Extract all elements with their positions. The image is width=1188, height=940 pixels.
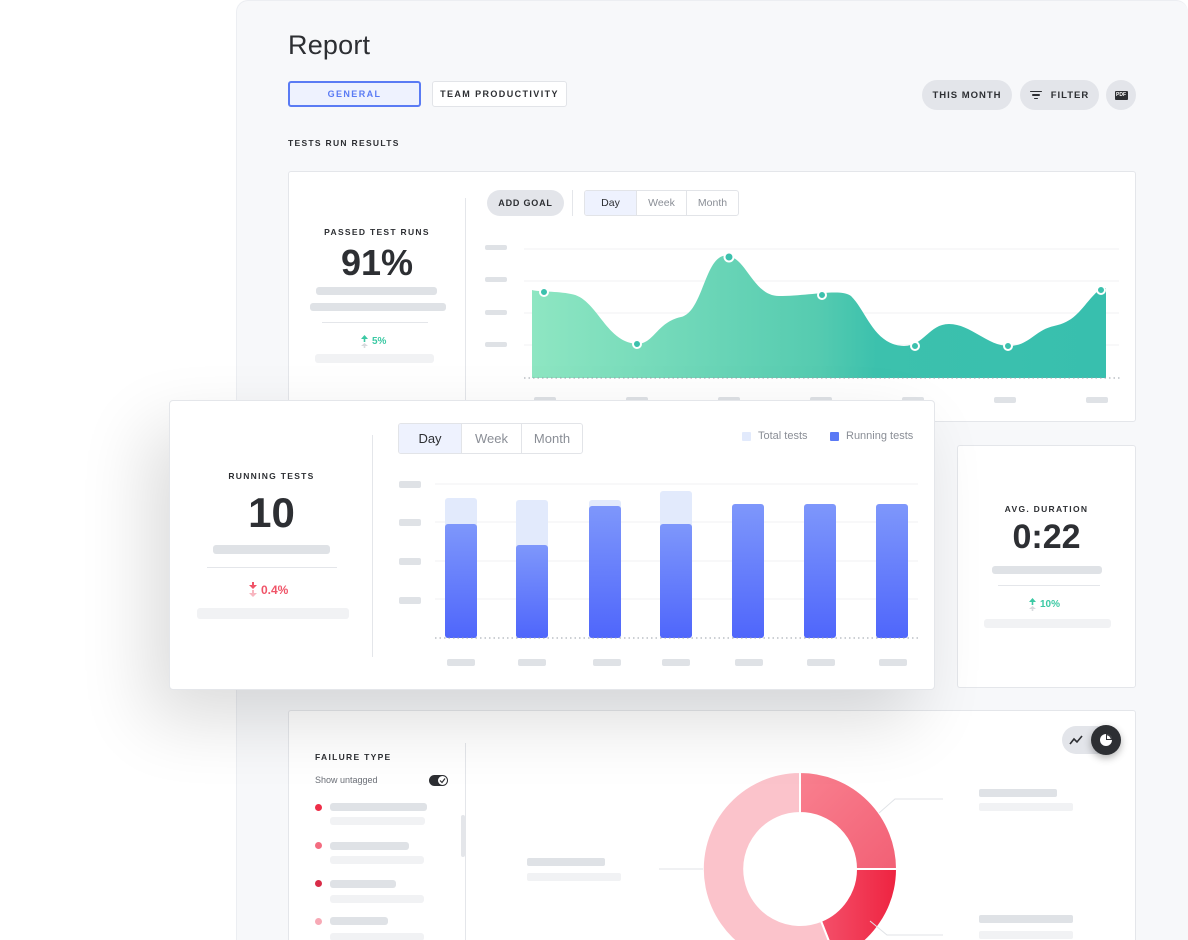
legend-swatch xyxy=(742,431,751,441)
placeholder-bar xyxy=(330,895,424,903)
running-delta: 0.4% xyxy=(249,582,288,597)
placeholder-bar xyxy=(316,287,437,295)
page-title: Report xyxy=(288,30,371,60)
avg-duration-card: AVG. DURATION 0:22 10% xyxy=(957,445,1136,688)
range-tab-week[interactable]: Week xyxy=(461,424,521,453)
placeholder-bar xyxy=(330,917,388,925)
failure-title: FAILURE TYPE xyxy=(315,752,392,762)
tab-general[interactable]: GENERAL xyxy=(288,81,421,107)
range-tab-day[interactable]: Day xyxy=(585,191,636,215)
avg-title: AVG. DURATION xyxy=(1004,504,1089,514)
range-tab-week[interactable]: Week xyxy=(636,191,686,215)
this-month-button[interactable]: THIS MONTH xyxy=(922,80,1012,110)
placeholder-bar xyxy=(197,608,349,619)
legend-label: Running tests xyxy=(846,430,914,442)
legend-label: Total tests xyxy=(758,430,808,442)
pdf-export-button[interactable]: PDF xyxy=(1106,80,1136,110)
placeholder-bar xyxy=(330,933,424,940)
legend-dot xyxy=(315,918,322,925)
divider xyxy=(207,567,337,568)
pie-chart-view-button[interactable] xyxy=(1091,725,1121,755)
placeholder-bar xyxy=(315,354,434,363)
line-chart-view-button[interactable] xyxy=(1068,732,1084,748)
legend-dot xyxy=(315,880,322,887)
running-bar-chart xyxy=(399,481,918,666)
passed-delta: 5% xyxy=(361,335,386,348)
line-chart-icon xyxy=(1069,735,1083,745)
filter-label: FILTER xyxy=(1050,89,1090,101)
placeholder-bar xyxy=(330,817,425,825)
arrow-up-icon xyxy=(1029,598,1036,611)
placeholder-bar xyxy=(330,803,427,811)
legend-dot xyxy=(315,842,322,849)
placeholder-bar xyxy=(984,619,1111,628)
range-tab-day[interactable]: Day xyxy=(399,424,461,453)
add-goal-button[interactable]: ADD GOAL xyxy=(487,190,564,216)
show-untagged-toggle[interactable] xyxy=(429,775,448,786)
running-value: 10 xyxy=(248,489,295,536)
divider xyxy=(465,743,466,940)
pie-chart-icon xyxy=(1100,734,1112,746)
failure-donut-chart xyxy=(527,770,1073,940)
range-tab-month[interactable]: Month xyxy=(686,191,738,215)
placeholder-bar xyxy=(310,303,446,311)
chart-view-toggle xyxy=(1062,725,1121,755)
tab-team-productivity[interactable]: TEAM PRODUCTIVITY xyxy=(432,81,567,107)
arrow-up-icon xyxy=(361,335,368,348)
placeholder-bar xyxy=(992,566,1102,574)
legend-swatch xyxy=(830,431,839,441)
passed-value: 91% xyxy=(340,242,414,283)
divider xyxy=(322,322,428,323)
placeholder-bar xyxy=(213,545,330,554)
divider xyxy=(372,435,373,657)
passed-area-chart xyxy=(485,245,1121,403)
placeholder-bar xyxy=(330,842,409,850)
avg-value: 0:22 xyxy=(1012,518,1081,556)
this-month-label: THIS MONTH xyxy=(932,89,1002,101)
divider xyxy=(998,585,1100,586)
avg-delta: 10% xyxy=(1029,598,1060,611)
section-title: TESTS RUN RESULTS xyxy=(288,138,400,148)
running-delta-value: 0.4% xyxy=(261,582,289,597)
filter-icon xyxy=(1029,90,1042,100)
filter-button[interactable]: FILTER xyxy=(1020,80,1099,110)
check-icon xyxy=(439,778,446,784)
failure-type-card: FAILURE TYPE Show untagged xyxy=(288,710,1136,940)
legend-dot xyxy=(315,804,322,811)
divider xyxy=(572,190,573,216)
passed-test-runs-card: PASSED TEST RUNS 91% 5% ADD GOAL Day Wee… xyxy=(288,171,1136,423)
passed-range-tabs: Day Week Month xyxy=(584,190,739,216)
running-title: RUNNING TESTS xyxy=(228,471,315,481)
legend-scrollbar[interactable] xyxy=(461,815,465,857)
legend-total-tests: Total tests xyxy=(742,430,808,442)
passed-title: PASSED TEST RUNS xyxy=(324,227,430,237)
pdf-icon: PDF xyxy=(1114,90,1128,100)
divider xyxy=(465,198,466,423)
running-range-tabs: Day Week Month xyxy=(398,423,583,454)
passed-delta-value: 5% xyxy=(372,336,387,347)
range-tab-month[interactable]: Month xyxy=(521,424,582,453)
arrow-down-icon xyxy=(249,582,257,597)
legend-running-tests: Running tests xyxy=(830,430,913,442)
running-tests-card: RUNNING TESTS 10 0.4% Day Week Month Tot… xyxy=(169,400,935,690)
placeholder-bar xyxy=(330,880,396,888)
avg-delta-value: 10% xyxy=(1040,599,1061,610)
placeholder-bar xyxy=(330,856,424,864)
show-untagged-label: Show untagged xyxy=(315,775,378,785)
